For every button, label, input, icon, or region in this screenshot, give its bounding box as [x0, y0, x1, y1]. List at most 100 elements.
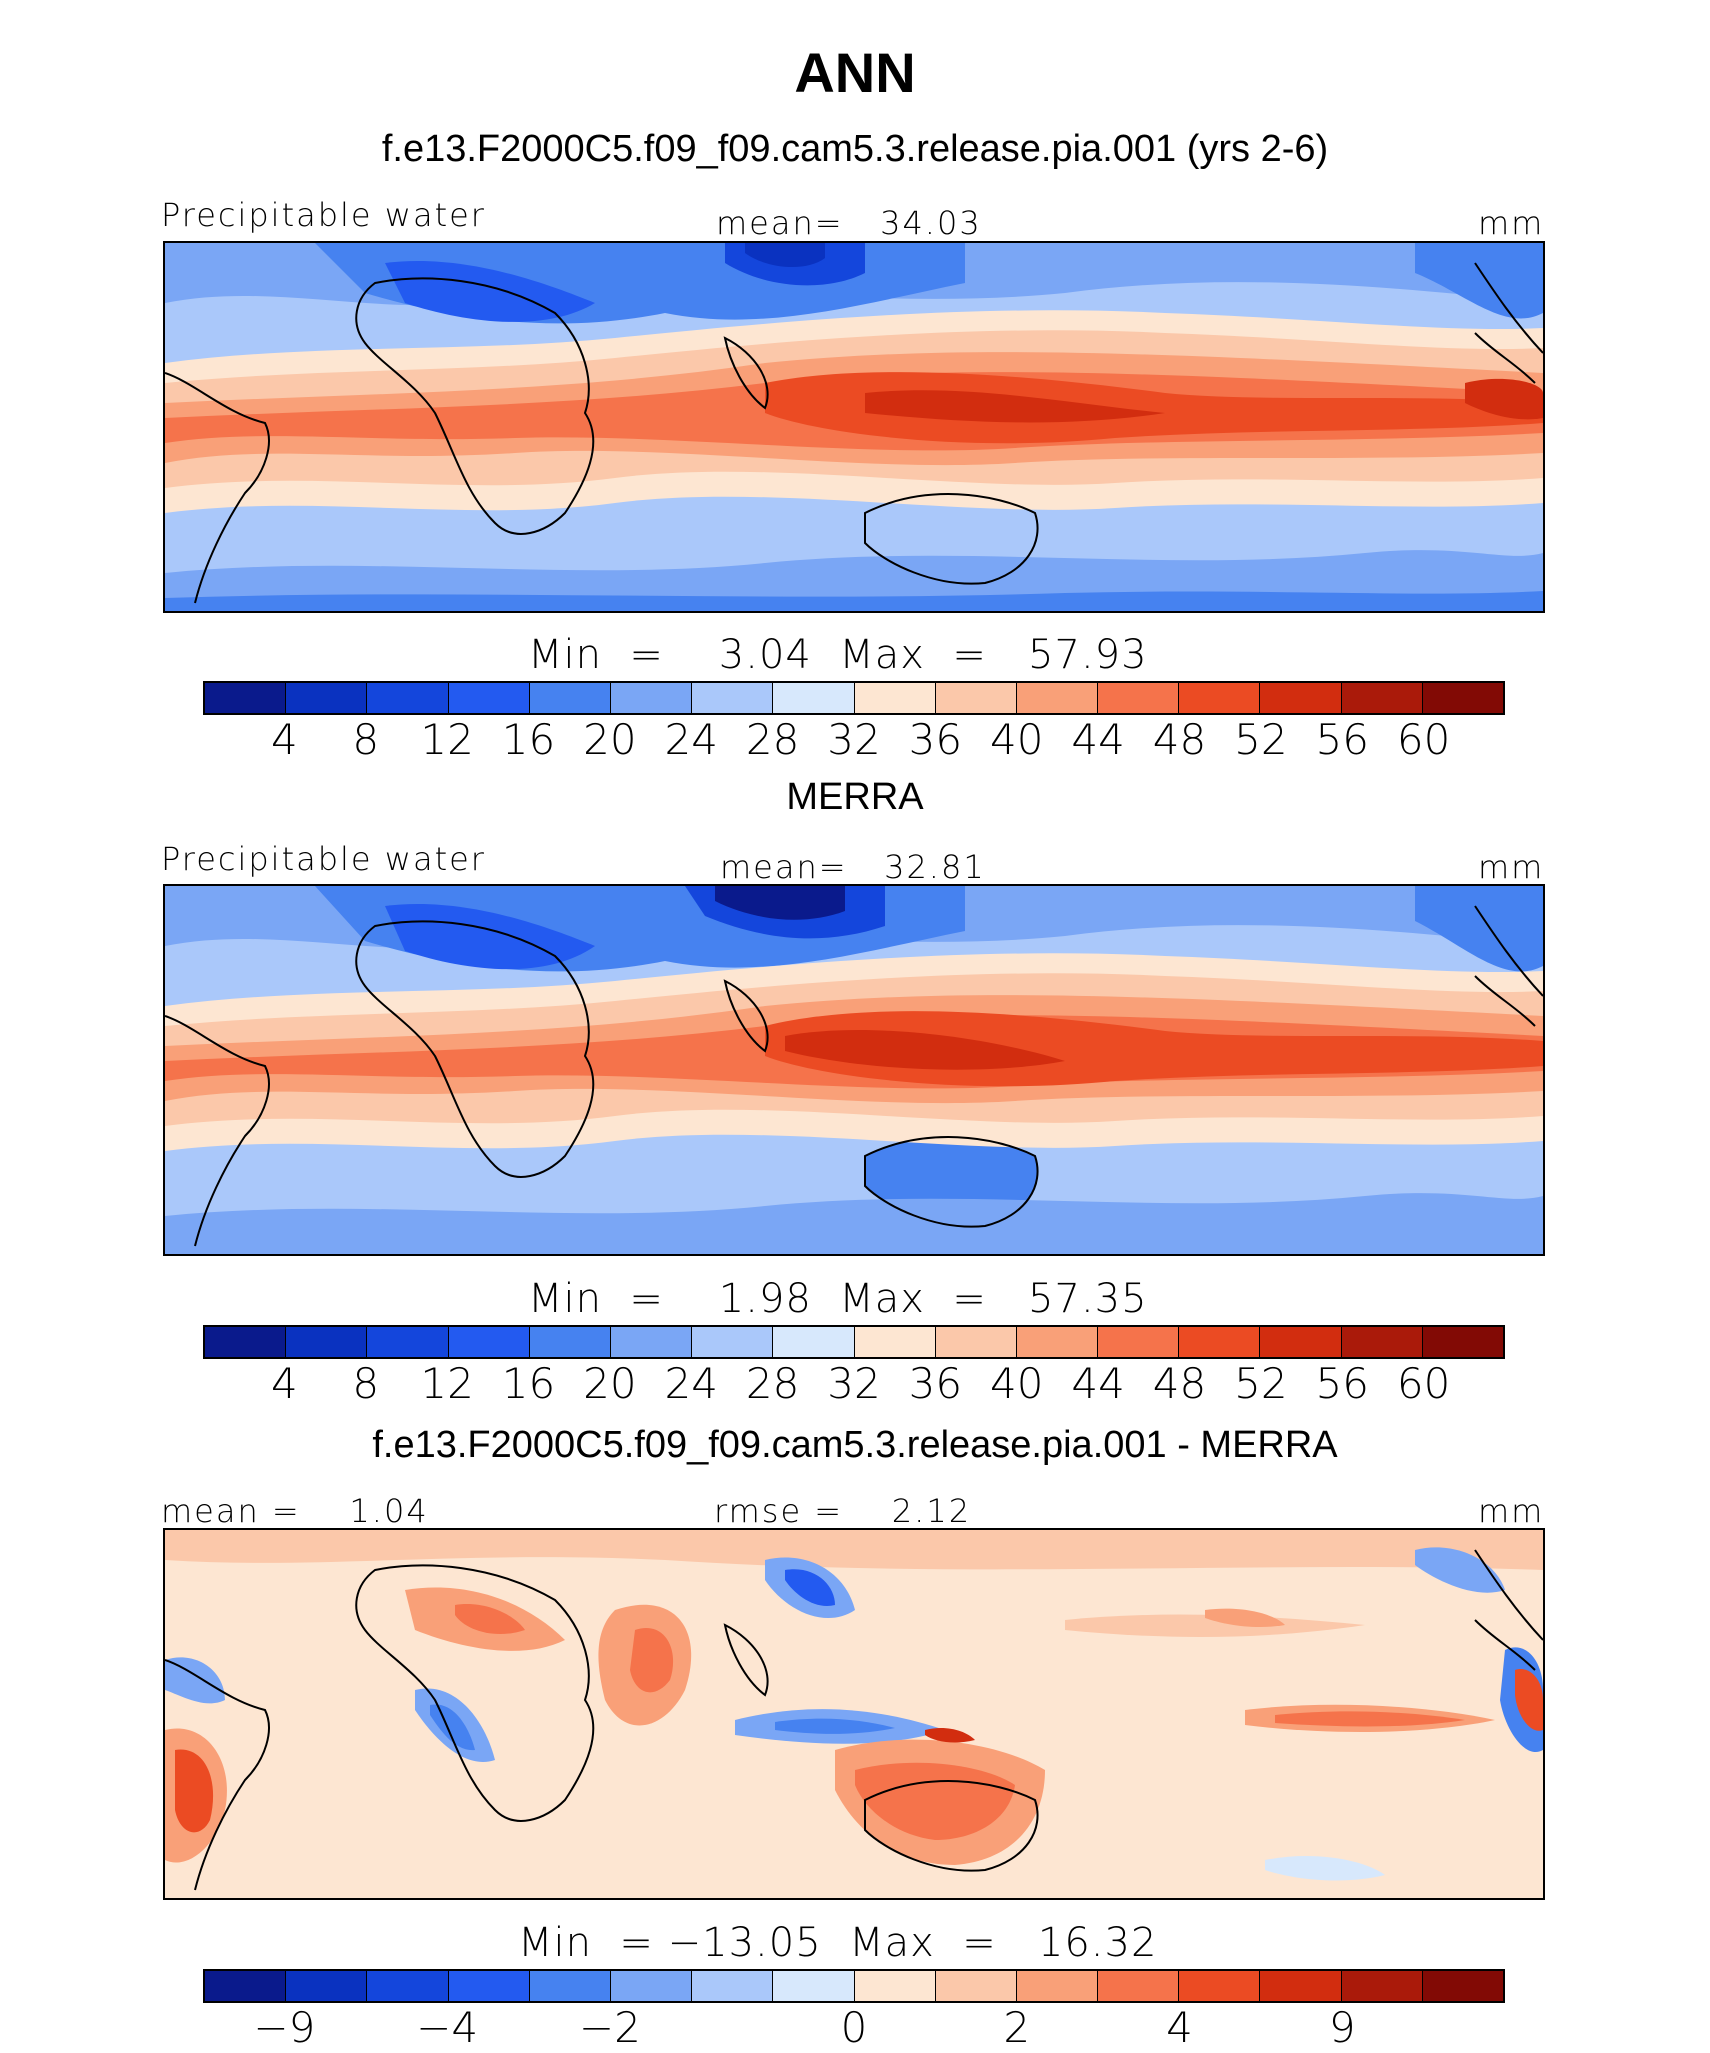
panel-1-map	[163, 241, 1545, 613]
colorbar-segment	[1260, 1971, 1342, 2001]
panel-1-variable-label: Precipitable water	[161, 196, 486, 234]
colorbar-segment	[529, 1327, 611, 1357]
panel-2-variable-label: Precipitable water	[161, 840, 486, 878]
colorbar-segment	[1260, 683, 1342, 713]
colorbar-segment	[1179, 1327, 1261, 1357]
colorbar-tick-label: 48	[1152, 1359, 1207, 1408]
colorbar-tick-label: 60	[1396, 1359, 1451, 1408]
panel-2-title: MERRA	[786, 776, 924, 818]
colorbar-tick-label: 8	[352, 715, 380, 764]
colorbar-segment	[1422, 1327, 1503, 1357]
colorbar-segment	[854, 683, 936, 713]
colorbar-tick-label: 4	[271, 715, 298, 764]
colorbar-segment	[205, 683, 287, 713]
colorbar-segment	[1260, 1327, 1342, 1357]
panel-1-minmax: Min = 3.04 Max = 57.93	[528, 632, 1148, 678]
colorbar-tick-label: 60	[1396, 715, 1451, 764]
colorbar-tick-label: 2	[1003, 2003, 1031, 2052]
colorbar-segment	[1016, 1971, 1099, 2001]
colorbar-segment	[205, 1971, 287, 2001]
colorbar-segment	[448, 1971, 530, 2001]
colorbar-tick-label: 32	[827, 1359, 881, 1408]
colorbar-segment	[205, 1327, 287, 1357]
colorbar-segment	[1422, 1971, 1503, 2001]
panel-1-colorbar	[203, 681, 1505, 715]
colorbar-segment	[529, 1971, 611, 2001]
colorbar-segment	[286, 1327, 368, 1357]
figure-title: ANN	[794, 41, 916, 104]
colorbar-segment	[773, 1327, 855, 1357]
colorbar-segment	[448, 683, 530, 713]
colorbar-segment	[935, 683, 1017, 713]
colorbar-segment	[286, 1971, 368, 2001]
colorbar-tick-label: 52	[1234, 715, 1288, 764]
colorbar-segment	[773, 1971, 855, 2001]
colorbar-tick-label: 36	[908, 715, 963, 764]
colorbar-tick-label: 8	[352, 1359, 380, 1408]
colorbar-tick-label: 12	[420, 1359, 474, 1408]
colorbar-tick-label: 24	[664, 715, 718, 764]
panel-3-map	[163, 1528, 1545, 1900]
colorbar-segment	[286, 683, 368, 713]
panel-3-minmax: Min = −13.05 Max = 16.32	[518, 1920, 1158, 1966]
colorbar-tick-label: 20	[583, 715, 637, 764]
colorbar-segment	[773, 683, 855, 713]
colorbar-segment	[610, 683, 693, 713]
colorbar-segment	[367, 683, 449, 713]
colorbar-tick-label: 9	[1328, 2003, 1356, 2052]
panel-2-colorbar-ticks: 4 8 12 16 20 24 28 32 36 40 44 48 52 56 60	[203, 1359, 1505, 1409]
colorbar-tick-label: 40	[990, 1359, 1044, 1408]
colorbar-tick-label: 16	[501, 715, 556, 764]
colorbar-segment	[1016, 683, 1099, 713]
panel-3-colorbar-ticks: −9 −4 −2 0 2 4 9	[203, 2003, 1505, 2053]
panel-2-mean-label: mean= 32.81	[720, 848, 986, 886]
colorbar-segment	[1179, 1971, 1261, 2001]
colorbar-segment	[692, 1327, 774, 1357]
colorbar-tick-label: 56	[1315, 1359, 1369, 1408]
colorbar-segment	[1016, 1327, 1099, 1357]
colorbar-tick-label: 40	[990, 715, 1044, 764]
panel-3-title: f.e13.F2000C5.f09_f09.cam5.3.release.pia…	[372, 1424, 1338, 1466]
colorbar-segment	[1098, 683, 1180, 713]
colorbar-segment	[1098, 1971, 1180, 2001]
colorbar-segment	[1422, 683, 1503, 713]
colorbar-tick-label: 4	[271, 1359, 298, 1408]
colorbar-tick-label: 0	[840, 2003, 868, 2052]
colorbar-segment	[1179, 683, 1261, 713]
colorbar-segment	[935, 1971, 1017, 2001]
panel-1-units-label: mm	[1478, 204, 1545, 242]
colorbar-tick-label: 28	[745, 1359, 800, 1408]
colorbar-tick-label: 52	[1234, 1359, 1288, 1408]
colorbar-segment	[1341, 1971, 1423, 2001]
panel-3-units-label: mm	[1478, 1492, 1545, 1530]
colorbar-tick-label: 20	[583, 1359, 637, 1408]
colorbar-segment	[692, 1971, 774, 2001]
colorbar-segment	[367, 1327, 449, 1357]
colorbar-segment	[529, 683, 611, 713]
colorbar-tick-label: 48	[1152, 715, 1207, 764]
colorbar-tick-label: −9	[253, 2003, 316, 2052]
panel-3-colorbar	[203, 1969, 1505, 2003]
colorbar-tick-label: −4	[416, 2003, 479, 2052]
colorbar-segment	[692, 683, 774, 713]
panel-2-colorbar	[203, 1325, 1505, 1359]
panel-1-colorbar-ticks: 4 8 12 16 20 24 28 32 36 40 44 48 52 56 60	[203, 715, 1505, 765]
panel-2-map-field	[165, 886, 1543, 1254]
colorbar-tick-label: 16	[501, 1359, 556, 1408]
colorbar-tick-label: 4	[1166, 2003, 1193, 2052]
colorbar-segment	[1341, 1327, 1423, 1357]
colorbar-segment	[367, 1971, 449, 2001]
colorbar-tick-label: 36	[908, 1359, 963, 1408]
colorbar-tick-label: 56	[1315, 715, 1369, 764]
colorbar-segment	[610, 1971, 693, 2001]
colorbar-tick-label: 32	[827, 715, 881, 764]
panel-1-mean-label: mean= 34.03	[716, 204, 982, 242]
colorbar-tick-label: −2	[578, 2003, 641, 2052]
colorbar-tick-label: 12	[420, 715, 474, 764]
colorbar-tick-label: 24	[664, 1359, 718, 1408]
colorbar-segment	[610, 1327, 693, 1357]
colorbar-segment	[1341, 683, 1423, 713]
panel-1-map-field	[165, 243, 1543, 611]
panel-3-map-field	[165, 1530, 1543, 1898]
panel-2-map	[163, 884, 1545, 1256]
